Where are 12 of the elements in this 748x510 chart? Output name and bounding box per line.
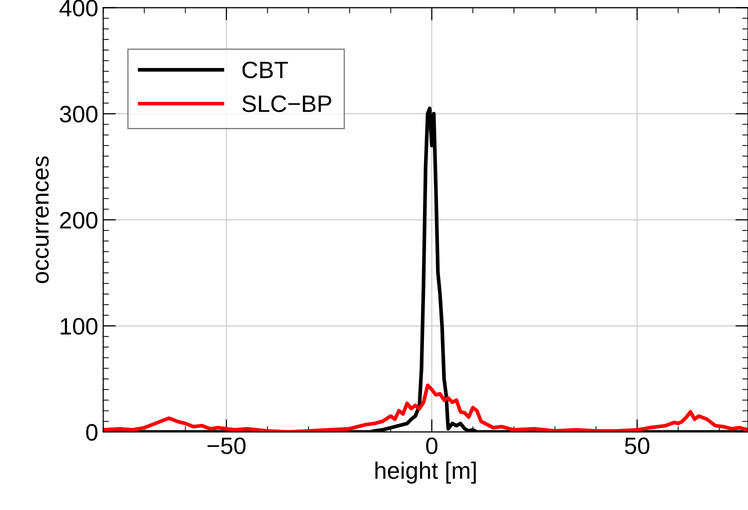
y-tick-label: 100 [60, 318, 98, 335]
y-axis-title: occurrences [36, 156, 49, 284]
y-tick-label: 0 [86, 424, 98, 441]
legend-label: CBT [242, 62, 288, 78]
y-tick-label: 400 [60, 0, 98, 16]
y-tick-label: 300 [60, 106, 98, 123]
x-tick-label: 50 [624, 437, 650, 454]
x-tick-label: 0 [426, 437, 438, 454]
legend-label: SLC−BP [242, 95, 332, 112]
x-tick-label: −50 [208, 437, 246, 454]
x-axis-title: height [m] [375, 462, 476, 484]
y-tick-label: 200 [60, 212, 98, 229]
